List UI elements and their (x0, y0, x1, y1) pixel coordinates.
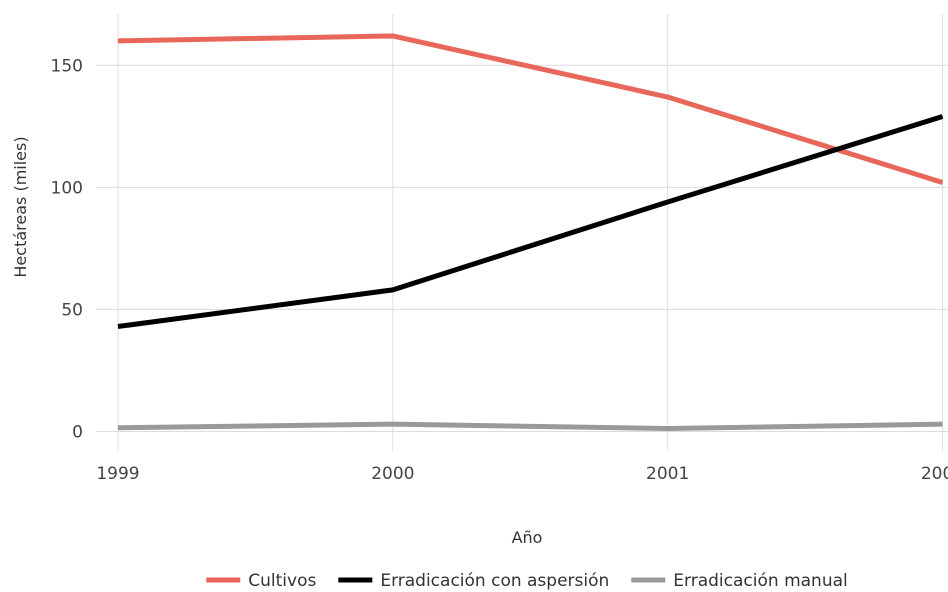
legend-label: Cultivos (248, 571, 316, 591)
series-line (117, 421, 943, 432)
x-tick-label: 1999 (96, 464, 139, 484)
legend-label: Erradicación manual (673, 571, 847, 591)
y-tick-label: 100 (51, 178, 83, 198)
axis-ticks: 0 50 100 150 1999 2000 2001 2002 (51, 56, 948, 484)
x-tick-label: 2000 (371, 464, 414, 484)
legend-label: Erradicación con aspersión (380, 571, 609, 591)
y-tick-label: 0 (72, 422, 83, 442)
grid (96, 14, 948, 451)
x-tick-label: 2001 (646, 464, 689, 484)
x-axis-title: Año (512, 528, 543, 547)
y-tick-label: 50 (61, 300, 83, 320)
y-axis-title: Hectáreas (miles) (11, 136, 30, 277)
series-lines (117, 33, 944, 432)
y-tick-label: 150 (51, 56, 83, 76)
series-line (117, 33, 944, 185)
x-tick-label: 2002 (921, 464, 948, 484)
series-line (117, 114, 944, 329)
legend: Cultivos Erradicación con aspersión Erradi… (206, 571, 848, 591)
